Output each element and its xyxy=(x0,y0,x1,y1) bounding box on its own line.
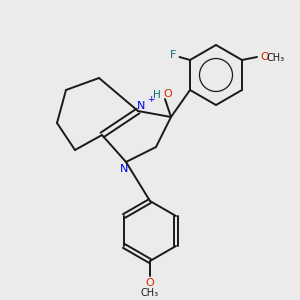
Text: N: N xyxy=(137,100,145,111)
Text: O: O xyxy=(163,88,172,99)
Text: O: O xyxy=(260,52,269,62)
Text: CH₃: CH₃ xyxy=(141,287,159,298)
Text: O: O xyxy=(146,278,154,288)
Text: +: + xyxy=(147,95,154,104)
Text: H: H xyxy=(153,89,160,100)
Text: F: F xyxy=(169,50,176,61)
Text: N: N xyxy=(119,164,128,174)
Text: CH₃: CH₃ xyxy=(266,53,285,64)
